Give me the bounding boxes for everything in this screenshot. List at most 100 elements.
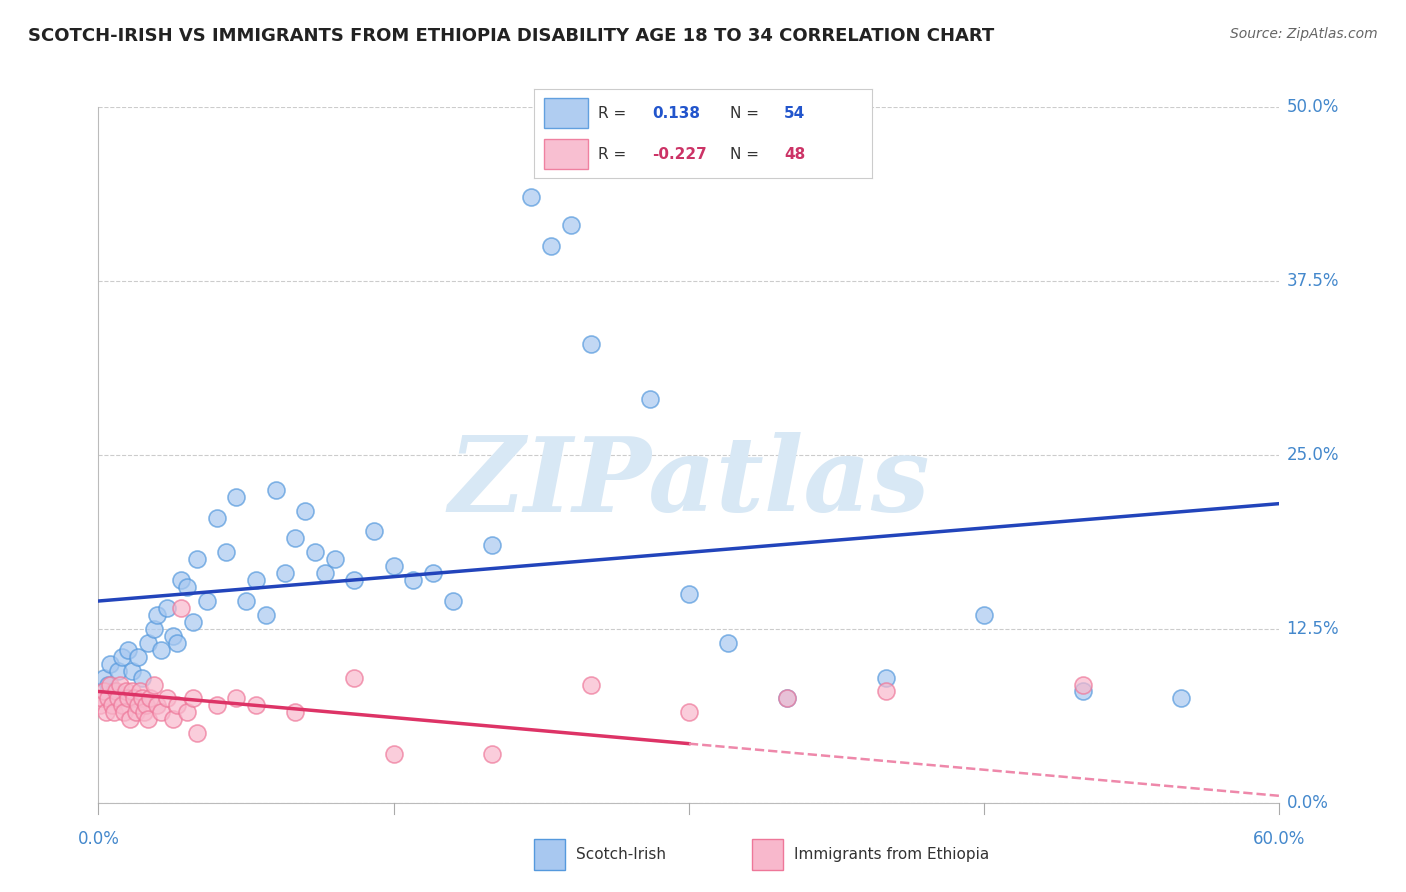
Point (127, 698, 149, 713)
Point (520, 190, 543, 204)
Point (150, 642, 173, 657)
Point (402, 573, 425, 587)
Point (107, 691, 129, 706)
Point (1071, 677, 1094, 691)
Point (284, 532, 307, 546)
Point (156, 691, 179, 706)
Point (128, 684, 150, 698)
Point (181, 691, 204, 706)
Point (138, 691, 160, 706)
Point (146, 607, 169, 622)
Point (323, 552, 346, 566)
Point (166, 698, 188, 713)
Point (678, 706, 700, 720)
Point (162, 712, 184, 726)
Point (105, 684, 128, 698)
Point (284, 706, 307, 720)
Text: R =: R = (599, 147, 627, 161)
Point (121, 684, 143, 698)
Point (132, 706, 155, 720)
Point (579, 336, 602, 351)
Point (776, 691, 799, 706)
Point (135, 698, 157, 713)
Text: R =: R = (599, 106, 627, 120)
Point (875, 671, 897, 685)
Point (166, 636, 188, 650)
Point (136, 636, 159, 650)
Point (150, 706, 173, 720)
Point (89, 698, 111, 713)
Point (142, 677, 165, 691)
Point (118, 712, 141, 726)
Point (225, 490, 247, 504)
Text: Immigrants from Ethiopia: Immigrants from Ethiopia (794, 847, 990, 862)
Text: ZIPatlas: ZIPatlas (449, 432, 929, 533)
Point (98, 677, 121, 691)
Point (103, 706, 125, 720)
Point (638, 392, 661, 407)
Point (121, 664, 143, 678)
Bar (544, 98, 588, 128)
Point (382, 747, 405, 761)
Point (170, 601, 193, 615)
Point (93, 684, 115, 698)
Point (264, 483, 287, 497)
Text: N =: N = (730, 147, 759, 161)
Text: 0.0%: 0.0% (77, 830, 120, 847)
Point (125, 706, 148, 720)
Point (111, 649, 134, 664)
Text: 50.0%: 50.0% (1286, 98, 1339, 116)
Point (274, 566, 297, 581)
Point (136, 712, 159, 726)
Point (195, 594, 218, 608)
Text: 54: 54 (785, 106, 806, 120)
Text: 25.0%: 25.0% (1286, 446, 1339, 464)
Point (127, 649, 149, 664)
Point (98, 657, 121, 671)
Point (170, 573, 193, 587)
Point (973, 607, 995, 622)
Text: Source: ZipAtlas.com: Source: ZipAtlas.com (1230, 27, 1378, 41)
Text: 0.0%: 0.0% (1286, 794, 1329, 812)
Point (363, 524, 385, 539)
Point (441, 594, 464, 608)
Point (131, 671, 153, 685)
Point (254, 607, 277, 622)
Point (101, 698, 124, 713)
Point (111, 698, 134, 713)
Point (776, 691, 799, 706)
Point (162, 629, 184, 643)
Point (343, 671, 366, 685)
Point (205, 510, 228, 524)
Point (117, 691, 139, 706)
Text: 37.5%: 37.5% (1286, 272, 1339, 290)
Point (115, 684, 138, 698)
Point (1071, 684, 1094, 698)
Point (560, 219, 582, 233)
Point (181, 615, 204, 629)
Text: 48: 48 (785, 147, 806, 161)
Point (93, 671, 115, 685)
Point (156, 601, 179, 615)
Text: -0.227: -0.227 (652, 147, 707, 161)
Point (481, 538, 503, 552)
Point (142, 622, 165, 636)
Point (1170, 691, 1192, 706)
Point (108, 677, 131, 691)
Point (117, 642, 139, 657)
Point (343, 573, 366, 587)
Point (97, 691, 120, 706)
Point (96, 706, 118, 720)
Text: 0.138: 0.138 (652, 106, 700, 120)
Point (579, 677, 602, 691)
Point (91, 691, 114, 706)
Point (122, 691, 145, 706)
Point (97, 677, 120, 691)
Point (103, 684, 125, 698)
Text: N =: N = (730, 106, 759, 120)
Point (717, 636, 740, 650)
Point (176, 706, 198, 720)
Point (314, 566, 336, 581)
Point (245, 573, 267, 587)
Bar (544, 139, 588, 169)
